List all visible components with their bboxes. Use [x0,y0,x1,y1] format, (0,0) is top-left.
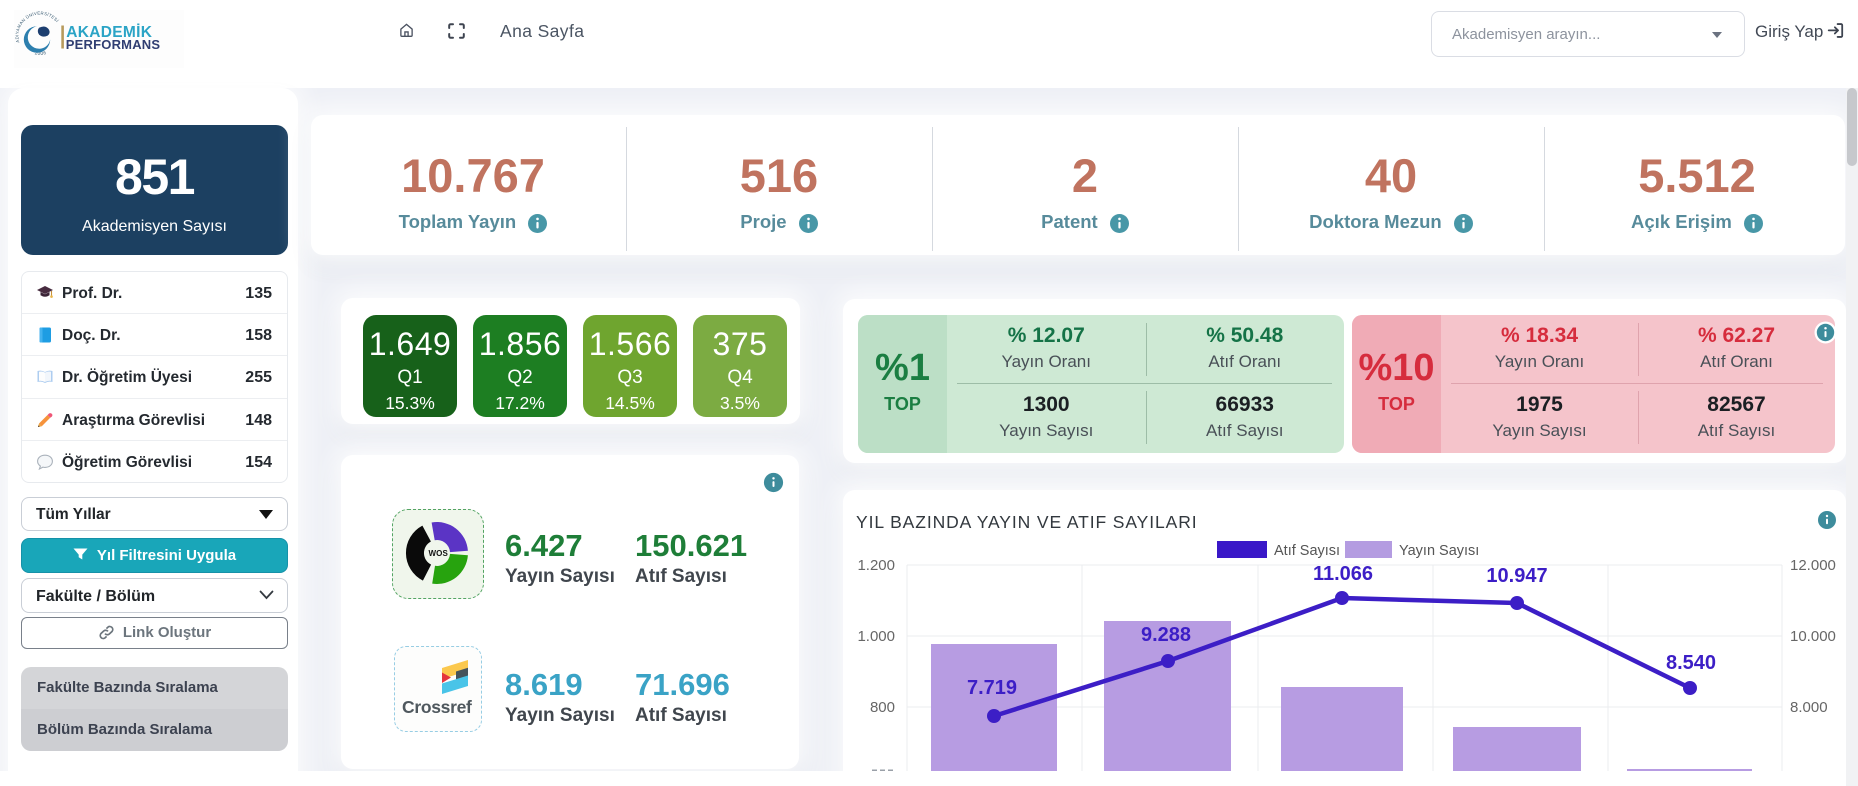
svg-text:7.719: 7.719 [967,677,1017,699]
svg-text:11.066: 11.066 [1313,563,1373,585]
svg-text:1.200: 1.200 [857,557,895,574]
svg-text:1.000: 1.000 [857,628,895,645]
svg-text:8.000: 8.000 [1790,699,1828,716]
svg-text:12.000: 12.000 [1790,557,1836,574]
svg-text:10.947: 10.947 [1486,565,1547,587]
svg-text:WOS: WOS [429,549,449,558]
svg-text:ADIYAMAN ÜNİVERSİTESİ: ADIYAMAN ÜNİVERSİTESİ [14,10,59,43]
svg-text:Crossref: Crossref [402,697,472,717]
svg-text:10.000: 10.000 [1790,628,1836,645]
svg-text:PERFORMANS: PERFORMANS [66,37,161,52]
svg-text:2006: 2006 [34,50,47,57]
svg-text:9.288: 9.288 [1141,624,1191,646]
svg-text:Yayın Sayısı: Yayın Sayısı [1399,543,1479,559]
svg-text:YIL BAZINDA YAYIN VE ATIF SAYI: YIL BAZINDA YAYIN VE ATIF SAYILARI [856,512,1198,532]
svg-text:Atıf Sayısı: Atıf Sayısı [1274,543,1340,559]
svg-text:800: 800 [870,699,895,716]
svg-text:AKADEMİK: AKADEMİK [66,24,152,41]
svg-text:8.540: 8.540 [1666,652,1716,674]
